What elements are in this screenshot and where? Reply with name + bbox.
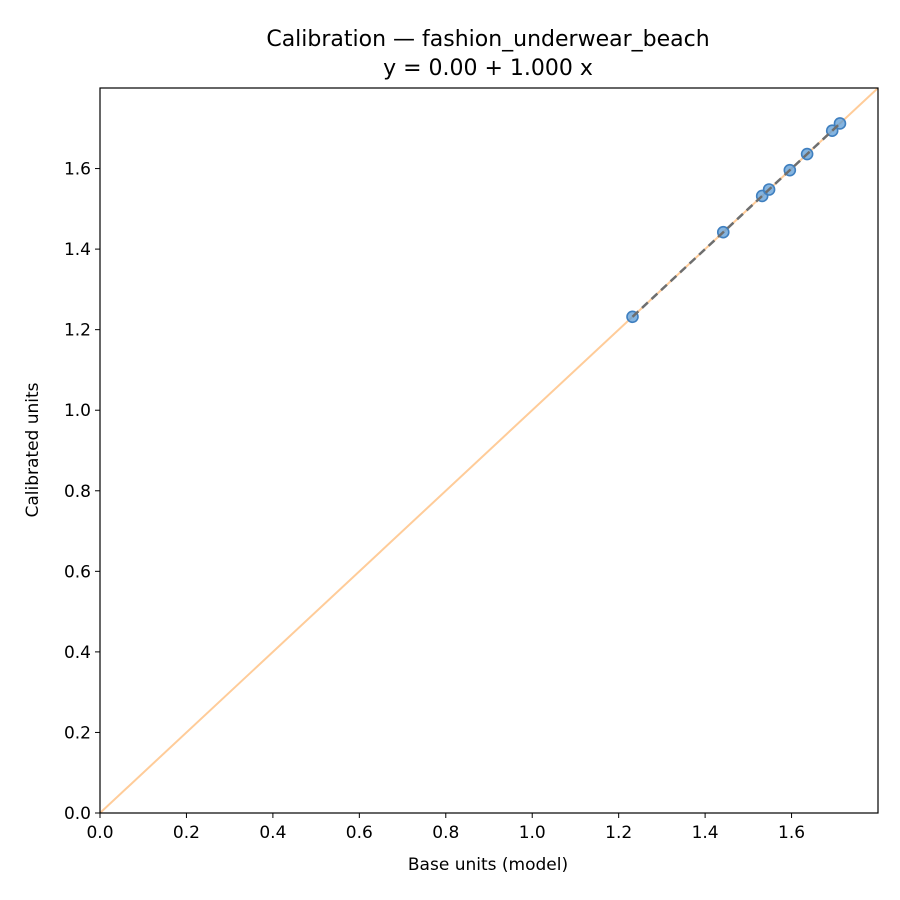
x-tick-label-7: 1.2 (605, 823, 632, 843)
y-tick-label-9: 1.6 (64, 160, 91, 180)
x-tick-label-3: 0.4 (259, 823, 286, 843)
plot-frame (99, 87, 879, 814)
y-tick-label-1: 0.0 (64, 804, 91, 824)
chart-title: Calibration — fashion_underwear_beach (266, 27, 709, 52)
y-tick-label-5: 0.8 (64, 482, 91, 502)
x-tick-label-8: 1.4 (692, 823, 719, 843)
fit-line (631, 122, 841, 318)
plot-area: 0.0 0.2 0.4 0.6 0.8 1.0 1.2 1.4 1.6 0.0 0.2 0.4 0.6 0… (64, 87, 879, 843)
x-tick-label-6: 1.0 (519, 823, 546, 843)
y-tick-label-4: 0.6 (64, 562, 91, 582)
chart-subtitle: y = 0.00 + 1.000 x (383, 56, 593, 81)
x-tick-label-9: 1.6 (778, 823, 805, 843)
y-tick-label-7: 1.2 (64, 321, 91, 341)
y-tick-label-6: 1.0 (64, 401, 91, 421)
x-tick-label-4: 0.6 (346, 823, 373, 843)
y-tick-label-3: 0.4 (64, 643, 91, 663)
x-axis-label: Base units (model) (408, 855, 568, 875)
x-tick-label-5: 0.8 (432, 823, 459, 843)
y-axis-label: Calibrated units (23, 382, 43, 517)
x-tick-label-1: 0.0 (86, 823, 113, 843)
y-tick-label-2: 0.2 (64, 723, 91, 743)
y-tick-label-8: 1.4 (64, 240, 91, 260)
x-tick-label-2: 0.2 (173, 823, 200, 843)
